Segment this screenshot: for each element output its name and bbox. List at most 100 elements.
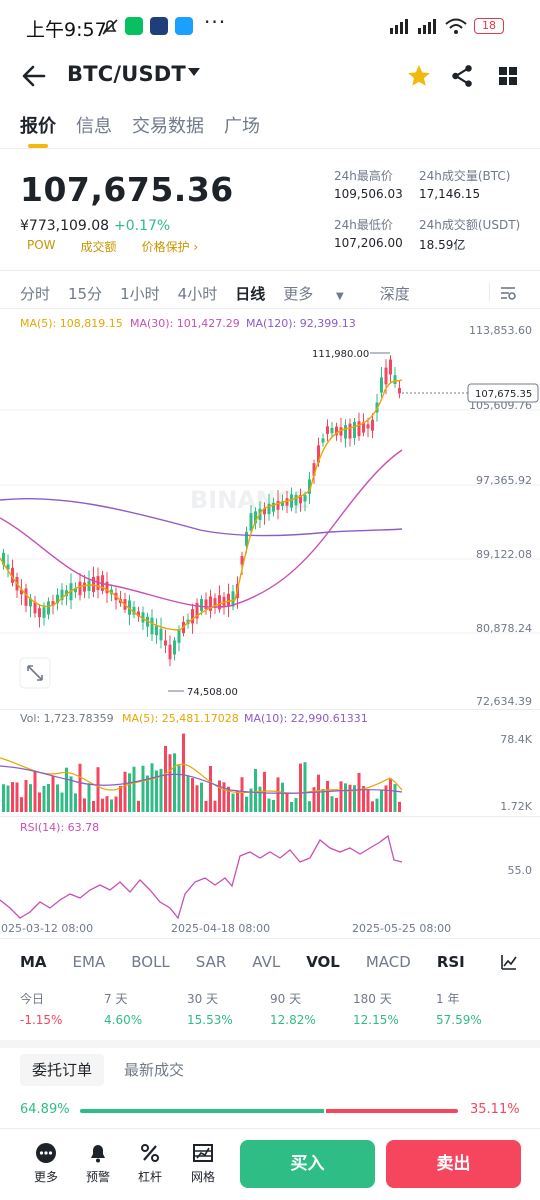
alert-button[interactable]: 预警	[78, 1142, 118, 1185]
volume-bar	[272, 799, 275, 812]
candlestick-chart[interactable]: BINANCE 111,980.00 74,508.00 107,675.35	[0, 330, 540, 710]
margin-button[interactable]: 杠杆	[130, 1142, 170, 1185]
interval-1d[interactable]: 日线	[235, 285, 266, 303]
interval-time[interactable]: 分时	[20, 285, 51, 303]
indicator-vol[interactable]: VOL	[306, 953, 340, 971]
alert-label: 预警	[85, 1170, 110, 1184]
ma120-legend: MA(120): 92,399.13	[246, 317, 356, 330]
tab-square[interactable]: 广场	[224, 116, 260, 137]
price-axis-label: 80,878.24	[476, 622, 532, 635]
interval-4h[interactable]: 4小时	[177, 285, 218, 303]
indicator-avl[interactable]: AVL	[252, 953, 281, 971]
perf-value: 15.53%	[187, 1013, 233, 1027]
candle-body	[218, 595, 221, 610]
candle-body	[245, 531, 248, 546]
wechat-icon	[125, 17, 143, 35]
main-tabs: 报价 信息 交易数据 广场	[20, 112, 260, 138]
caret-down-icon: ▼	[336, 291, 344, 302]
more-label: 更多	[33, 1170, 58, 1184]
back-arrow-icon[interactable]	[20, 62, 48, 90]
indicator-ma[interactable]: MA	[20, 953, 47, 971]
vol-ma5-line	[0, 757, 403, 794]
candle-body	[47, 601, 50, 615]
perf-today: 今日 -1.15%	[20, 990, 62, 1027]
volume-bar	[78, 763, 82, 812]
perf-30d: 30 天 15.53%	[187, 990, 233, 1027]
indicator-ema[interactable]: EMA	[72, 953, 106, 971]
volume-bar	[83, 798, 86, 812]
volume-bar	[6, 785, 10, 812]
buy-button[interactable]: 买入	[240, 1140, 375, 1188]
perf-label: 90 天	[270, 992, 302, 1006]
candle-body	[371, 419, 374, 431]
tab-info[interactable]: 信息	[76, 116, 112, 137]
candle-body	[29, 598, 32, 607]
interval-more[interactable]: 更多 ▼	[283, 283, 362, 304]
indicator-sar[interactable]: SAR	[195, 953, 227, 971]
tab-order-book[interactable]: 委托订单	[20, 1054, 104, 1086]
tag-turnover[interactable]: 成交额	[80, 240, 117, 254]
candle-body	[105, 581, 109, 594]
volume-bar	[182, 733, 185, 812]
interval-15m[interactable]: 15分	[68, 285, 103, 303]
volume-bar	[204, 800, 208, 812]
candle-body	[60, 589, 64, 600]
indicator-settings-icon[interactable]	[500, 953, 518, 971]
pair-dropdown-icon[interactable]	[188, 68, 200, 76]
volume-bar	[303, 762, 307, 812]
last-price-tag[interactable]: 107,675.35	[467, 383, 539, 403]
grid-bot-button[interactable]: 网格	[183, 1142, 223, 1185]
rsi-chart[interactable]	[0, 830, 540, 922]
tab-latest-trades[interactable]: 最新成交	[124, 1061, 185, 1079]
indicator-boll[interactable]: BOLL	[131, 953, 170, 971]
indicator-macd[interactable]: MACD	[365, 953, 411, 971]
candle-body	[83, 582, 86, 592]
candle-body	[249, 513, 253, 531]
indicator-rsi[interactable]: RSI	[436, 953, 465, 971]
sell-button[interactable]: 卖出	[386, 1140, 521, 1188]
battery-icon: 18	[474, 18, 504, 34]
more-button[interactable]: 更多	[26, 1142, 66, 1185]
volume-bar	[123, 771, 127, 812]
volume-bar	[101, 798, 104, 812]
volume-bar	[218, 780, 221, 812]
tag-price-protection[interactable]: 价格保护 ›	[141, 240, 199, 254]
interval-1h[interactable]: 1小时	[120, 285, 160, 303]
volume-bar	[114, 796, 118, 812]
volume-bar	[173, 753, 176, 812]
candle-body	[231, 591, 235, 607]
vol-ma5-legend: MA(5): 25,481.17028	[122, 712, 239, 725]
volume-chart[interactable]	[0, 728, 540, 816]
fullscreen-icon[interactable]	[19, 657, 51, 689]
volume-bar	[222, 782, 226, 812]
divider	[489, 283, 490, 301]
grid-layout-icon[interactable]	[496, 64, 520, 88]
interval-depth[interactable]: 深度	[379, 285, 410, 303]
candle-body	[380, 377, 383, 393]
last-price: 107,675.36	[20, 170, 234, 209]
price-axis-label: 113,853.60	[469, 324, 532, 337]
vol-ma10-legend: MA(10): 22,990.61331	[244, 712, 368, 725]
candle-body	[141, 612, 145, 623]
candle-body	[2, 552, 5, 565]
volume-bar	[168, 754, 172, 812]
share-icon[interactable]	[449, 63, 475, 89]
candle-body	[6, 564, 10, 570]
volume-value: 17,146.15	[419, 187, 481, 201]
candle-body	[294, 494, 298, 506]
volume-bar	[87, 783, 91, 812]
tab-trading-data[interactable]: 交易数据	[132, 116, 204, 137]
volume-bar	[150, 763, 154, 812]
tag-pow[interactable]: POW	[27, 238, 56, 252]
volume-bar	[69, 776, 73, 812]
chart-settings-icon[interactable]	[499, 284, 517, 302]
tab-quote[interactable]: 报价	[20, 116, 56, 137]
vol-axis-label: 78.4K	[500, 733, 532, 746]
favorite-star-icon[interactable]	[406, 63, 432, 89]
perf-value: 12.15%	[353, 1013, 399, 1027]
volume-bar	[240, 777, 244, 812]
candle-body	[155, 625, 158, 636]
volume-bar	[236, 790, 239, 812]
pair-title[interactable]: BTC/USDT	[67, 62, 186, 86]
candle-body	[299, 495, 302, 504]
